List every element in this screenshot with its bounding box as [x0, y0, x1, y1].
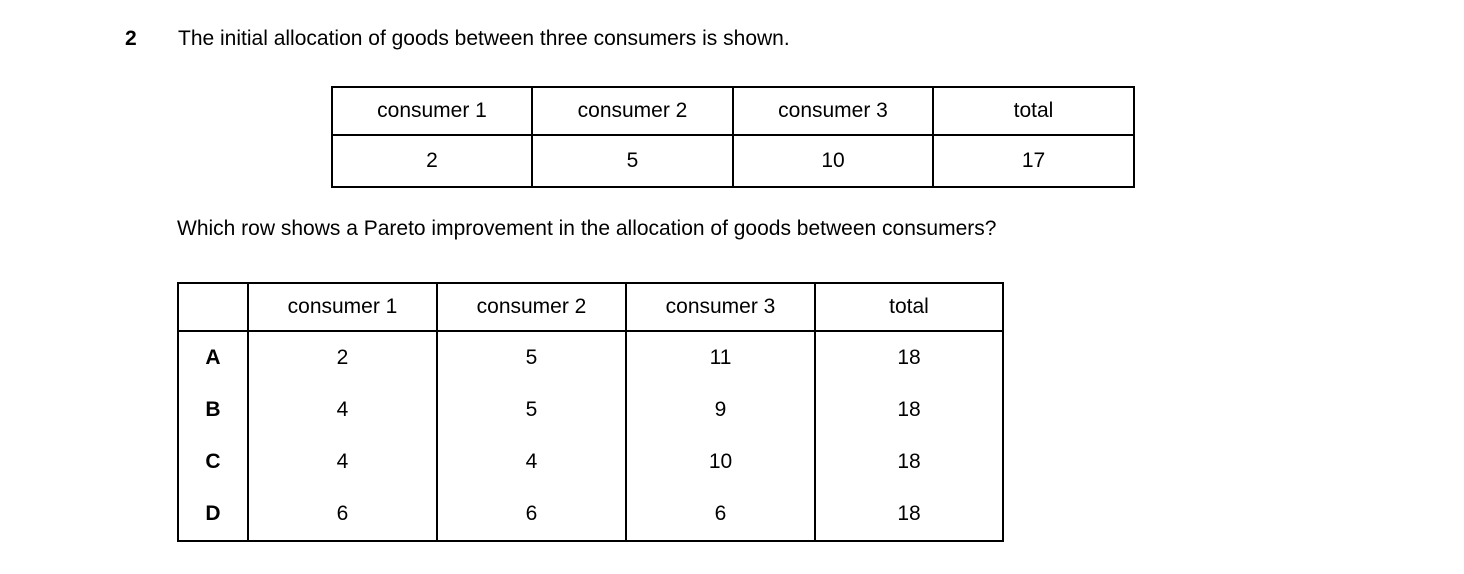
option-row-c: C 4 4 10 18: [177, 436, 1004, 488]
cell-d-total: 18: [814, 488, 1004, 541]
cell-c-total: 18: [814, 436, 1004, 488]
options-table-header-row: consumer 1 consumer 2 consumer 3 total: [177, 282, 1004, 332]
header-cell-consumer-3: consumer 3: [732, 86, 934, 136]
cell-d-consumer-1: 6: [247, 488, 438, 541]
cell-a-consumer-2: 5: [436, 331, 627, 384]
cell-c-consumer-2: 4: [436, 436, 627, 488]
initial-table-header-row: consumer 1 consumer 2 consumer 3 total: [331, 86, 1135, 136]
empty-corner-cell: [177, 282, 249, 332]
cell-d-consumer-2: 6: [436, 488, 627, 541]
cell-a-consumer-3: 11: [625, 331, 816, 384]
cell-b-total: 18: [814, 384, 1004, 436]
cell-b-consumer-2: 5: [436, 384, 627, 436]
header-cell-consumer-2: consumer 2: [436, 282, 627, 332]
header-cell-consumer-3: consumer 3: [625, 282, 816, 332]
question-intro-text: The initial allocation of goods between …: [178, 27, 790, 50]
value-cell-consumer-3: 10: [732, 134, 934, 188]
header-cell-total: total: [814, 282, 1004, 332]
row-label-a: A: [177, 331, 249, 384]
option-row-b: B 4 5 9 18: [177, 384, 1004, 436]
value-cell-total: 17: [932, 134, 1135, 188]
question-intro-line: 2 The initial allocation of goods between…: [125, 27, 790, 51]
header-cell-consumer-2: consumer 2: [531, 86, 734, 136]
question-prompt: Which row shows a Pareto improvement in …: [177, 217, 997, 240]
row-label-c: C: [177, 436, 249, 488]
header-cell-consumer-1: consumer 1: [247, 282, 438, 332]
row-label-b: B: [177, 384, 249, 436]
question-number: 2: [125, 27, 137, 50]
value-cell-consumer-1: 2: [331, 134, 533, 188]
initial-table-value-row: 2 5 10 17: [331, 134, 1135, 188]
header-cell-total: total: [932, 86, 1135, 136]
initial-allocation-table: consumer 1 consumer 2 consumer 3 total 2…: [331, 86, 1135, 188]
cell-a-consumer-1: 2: [247, 331, 438, 384]
cell-a-total: 18: [814, 331, 1004, 384]
header-cell-consumer-1: consumer 1: [331, 86, 533, 136]
option-row-a: A 2 5 11 18: [177, 331, 1004, 384]
cell-d-consumer-3: 6: [625, 488, 816, 541]
options-table: consumer 1 consumer 2 consumer 3 total A…: [177, 282, 1004, 542]
cell-b-consumer-1: 4: [247, 384, 438, 436]
value-cell-consumer-2: 5: [531, 134, 734, 188]
cell-c-consumer-3: 10: [625, 436, 816, 488]
cell-b-consumer-3: 9: [625, 384, 816, 436]
option-row-d: D 6 6 6 18: [177, 488, 1004, 541]
row-label-d: D: [177, 488, 249, 541]
cell-c-consumer-1: 4: [247, 436, 438, 488]
